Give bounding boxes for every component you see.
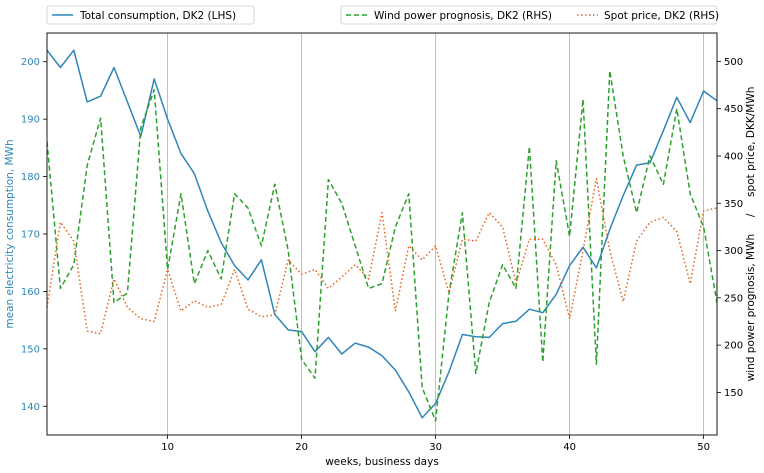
legend-label-consumption: Total consumption, DK2 (LHS) [79, 10, 236, 22]
x-tick-label-30: 30 [429, 442, 442, 453]
x-tick-label-40: 40 [563, 442, 576, 453]
y-right-tick-label-300: 300 [724, 246, 743, 257]
y-left-tick-label-140: 140 [21, 402, 40, 413]
y-left-tick-label-150: 150 [21, 344, 40, 355]
y-axis-left-label: mean electricity consumption, MWh [4, 139, 16, 328]
y-right-tick-label-450: 450 [724, 104, 743, 115]
x-tick-label-10: 10 [161, 442, 174, 453]
series-layer [47, 49, 717, 422]
x-tick-label-20: 20 [295, 442, 308, 453]
legend-left: Total consumption, DK2 (LHS) [46, 5, 255, 25]
x-tick-label-50: 50 [697, 442, 710, 453]
series-line-wind [47, 70, 717, 422]
legend-label-wind: Wind power prognosis, DK2 (RHS) [374, 10, 552, 22]
y-right-tick-label-400: 400 [724, 151, 743, 162]
series-line-consumption [47, 49, 717, 419]
plot-frame [46, 32, 718, 436]
series-line-spot [47, 177, 717, 335]
legend-right-box [340, 5, 718, 25]
y-right-tick-label-200: 200 [724, 341, 743, 352]
y-right-tick-label-250: 250 [724, 293, 743, 304]
y-left-tick-label-200: 200 [21, 57, 40, 68]
legend-label-spot: Spot price, DK2 (RHS) [604, 10, 719, 22]
legend-left-box [46, 5, 255, 25]
ticks-layer: 10 20 30 40 50 140 150 160 170 180 190 200 150 200 250… [21, 57, 743, 453]
y-right-tick-label-500: 500 [724, 57, 743, 68]
y-left-tick-label-180: 180 [21, 172, 40, 183]
y-right-tick-label-350: 350 [724, 199, 743, 210]
y-left-tick-label-190: 190 [21, 115, 40, 126]
y-right-tick-label-150: 150 [724, 388, 743, 399]
x-axis-label: weeks, business days [325, 456, 439, 468]
y-left-tick-label-160: 160 [21, 287, 40, 298]
grid-layer [167, 33, 704, 435]
y-axis-right-label: wind power prognosis, MWh / spot price, … [745, 87, 757, 382]
y-left-tick-label-170: 170 [21, 230, 40, 241]
legend-right: Wind power prognosis, DK2 (RHS) Spot pri… [340, 5, 719, 25]
